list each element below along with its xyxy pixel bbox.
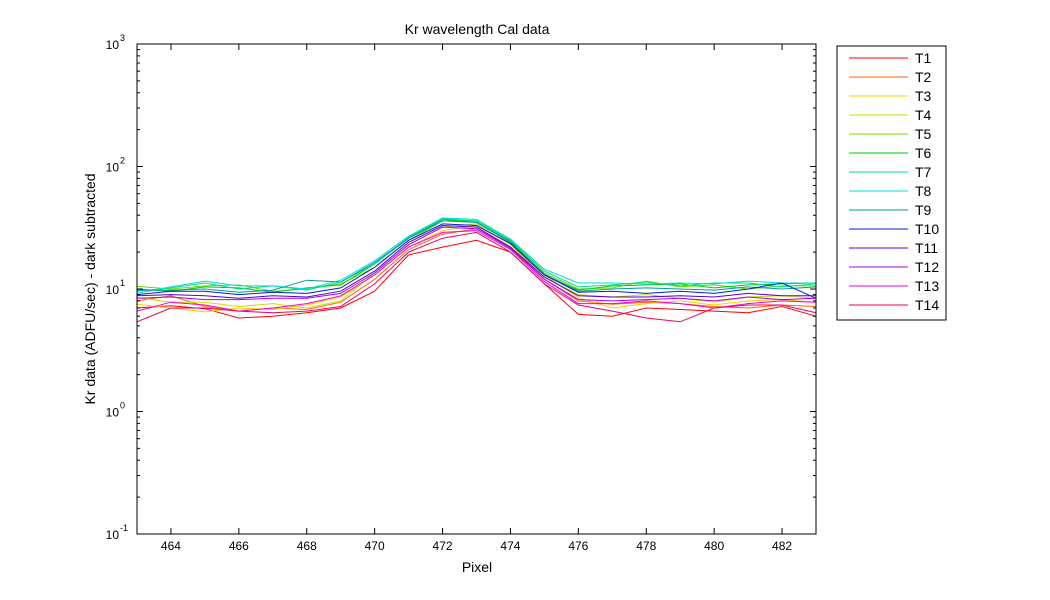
x-tick-label: 470 xyxy=(365,539,385,553)
x-tick-label: 468 xyxy=(297,539,317,553)
legend-item-t3: T3 xyxy=(849,88,932,104)
y-tick-label: 10 xyxy=(106,161,120,175)
legend-label: T12 xyxy=(915,259,939,275)
legend-label: T3 xyxy=(915,88,932,104)
legend-item-t6: T6 xyxy=(849,145,932,161)
x-tick-label: 478 xyxy=(636,539,656,553)
legend-item-t13: T13 xyxy=(849,278,939,294)
y-tick-exponent: -1 xyxy=(120,523,128,533)
chart-title: Kr wavelength Cal data xyxy=(405,21,550,37)
legend-item-t10: T10 xyxy=(849,221,939,237)
y-tick-label: 10 xyxy=(106,406,120,420)
legend-item-t12: T12 xyxy=(849,259,939,275)
legend-item-t8: T8 xyxy=(849,183,932,199)
legend-item-t9: T9 xyxy=(849,202,932,218)
legend-item-t11: T11 xyxy=(849,240,938,256)
x-tick-label: 472 xyxy=(433,539,453,553)
series-line-t11 xyxy=(136,224,816,299)
x-tick-label: 464 xyxy=(161,539,181,553)
series-line-t8 xyxy=(136,217,816,294)
series-line-t1 xyxy=(136,239,817,319)
y-tick-label: 10 xyxy=(106,283,120,297)
legend-label: T8 xyxy=(915,183,932,199)
y-tick-label: 10 xyxy=(106,528,120,542)
legend: T1 T2 T3 T4 T5 T6 T7 T8 T9 T10 T11 T12 T13 T14 xyxy=(836,45,947,321)
y-tick-exponent: 1 xyxy=(120,278,125,288)
series-lines xyxy=(136,217,817,323)
series-line-t9 xyxy=(137,220,817,293)
legend-label: T7 xyxy=(915,164,932,180)
legend-box xyxy=(836,45,947,321)
legend-label: T14 xyxy=(915,297,939,313)
x-tick-label: 474 xyxy=(500,539,520,553)
series-line-t12 xyxy=(136,226,817,302)
legend-item-t5: T5 xyxy=(849,126,932,142)
x-tick-label: 480 xyxy=(704,539,724,553)
legend-item-t2: T2 xyxy=(849,69,932,85)
legend-label: T2 xyxy=(915,69,932,85)
series-line-t4 xyxy=(136,223,817,309)
legend-label: T4 xyxy=(915,107,932,123)
x-axis: 464 466 468 470 472 474 476 478 480 482 xyxy=(161,44,792,553)
legend-label: T5 xyxy=(915,126,932,142)
legend-label: T1 xyxy=(915,50,932,66)
series-line-t14 xyxy=(136,231,817,323)
legend-item-t7: T7 xyxy=(849,164,932,180)
legend-label: T9 xyxy=(915,202,932,218)
x-tick-label: 476 xyxy=(568,539,588,553)
y-axis-title: Kr data (ADFU/sec) - dark subtracted xyxy=(82,173,98,404)
y-tick-label: 10 xyxy=(106,38,120,52)
legend-label: T10 xyxy=(915,221,939,237)
y-tick-exponent: 3 xyxy=(120,33,125,43)
x-tick-label: 466 xyxy=(229,539,249,553)
y-tick-exponent: 2 xyxy=(120,156,125,166)
series-line-t10 xyxy=(136,223,817,299)
legend-item-t1: T1 xyxy=(849,50,932,66)
legend-label: T13 xyxy=(915,278,939,294)
legend-label: T11 xyxy=(915,240,938,256)
legend-item-t14: T14 xyxy=(849,297,939,313)
series-line-t13 xyxy=(136,230,817,312)
y-tick-exponent: 0 xyxy=(120,401,125,411)
legend-label: T6 xyxy=(915,145,932,161)
x-tick-label: 482 xyxy=(772,539,792,553)
legend-item-t4: T4 xyxy=(849,107,932,123)
x-axis-title: Pixel xyxy=(462,559,492,575)
